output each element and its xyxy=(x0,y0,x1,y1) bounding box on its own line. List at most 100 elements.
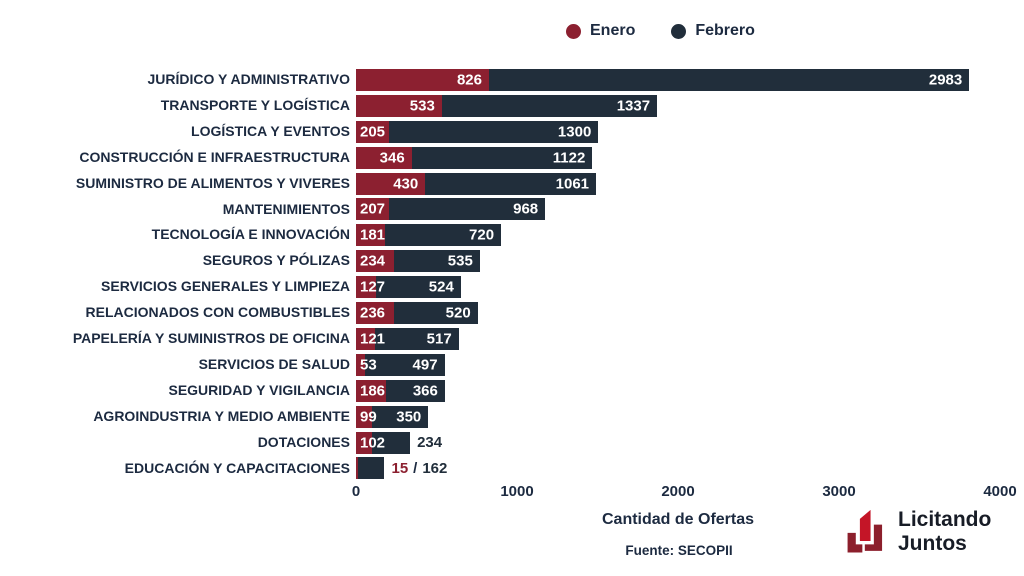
bar-segment-febrero: 497 xyxy=(364,353,445,376)
bar-row: SUMINISTRO DE ALIMENTOS Y VIVERES 430 1061 xyxy=(0,171,1024,197)
bar-value-febrero: 2983 xyxy=(928,71,963,89)
bar-value-febrero: 366 xyxy=(412,382,438,400)
bar-value-febrero: 524 xyxy=(428,278,454,296)
legend-dot-icon xyxy=(671,23,687,39)
bar: 127 524 xyxy=(356,276,461,299)
bar-segment-enero xyxy=(356,457,359,480)
bar-segment-febrero: 524 xyxy=(376,276,461,299)
bar: 533 1337 xyxy=(356,94,658,117)
bar-segment-febrero: 520 xyxy=(393,302,478,325)
bar-value-febrero: 162 xyxy=(422,459,448,477)
bar-segment-enero: 53 xyxy=(356,353,377,376)
category-label: SEGUROS Y PÓLIZAS xyxy=(202,252,350,269)
bar: 102 234 xyxy=(356,431,442,454)
category-label: RELACIONADOS CON COMBUSTIBLES xyxy=(85,304,350,321)
bar-value-febrero: 535 xyxy=(447,252,473,270)
bar-value-febrero: 517 xyxy=(426,330,452,348)
bar-value-febrero: 1300 xyxy=(557,123,592,141)
bar-value-enero: 127 xyxy=(360,278,386,296)
x-tick: 0 xyxy=(351,483,361,500)
category-label: CONSTRUCCIÓN E INFRAESTRUCTURA xyxy=(79,148,350,165)
bar-segment-enero: 99 xyxy=(356,405,377,428)
bar-value-enero: 102 xyxy=(360,434,386,452)
brand-name-line1: Licitando xyxy=(898,508,992,532)
x-tick: 2000 xyxy=(661,483,695,500)
bar-value-enero: 99 xyxy=(360,408,377,426)
bar-values-outside: 234 xyxy=(417,432,442,454)
bar-value-febrero: 234 xyxy=(417,434,443,452)
bar-row: TECNOLOGÍA E INNOVACIÓN 181 720 xyxy=(0,222,1024,248)
bar-value-febrero: 1061 xyxy=(555,175,590,193)
bar-segment-febrero: 535 xyxy=(393,250,480,273)
bar-segment-enero: 236 xyxy=(356,302,394,325)
brand-logo: Licitando Juntos xyxy=(841,501,991,563)
category-label: JURÍDICO Y ADMINISTRATIVO xyxy=(147,71,350,87)
bar: 234 535 xyxy=(356,250,480,273)
bar-segment-febrero: 517 xyxy=(375,327,459,350)
source-note: Fuente: SECOPII xyxy=(625,543,733,558)
bar-segment-febrero xyxy=(358,457,385,480)
bar-segment-enero: 346 xyxy=(356,146,412,169)
legend-item-febrero: Febrero xyxy=(671,22,755,40)
category-label: SERVICIOS DE SALUD xyxy=(198,355,350,372)
bar-segment-febrero: 720 xyxy=(385,224,502,247)
bar: 430 1061 xyxy=(356,172,597,195)
category-label: PAPELERÍA Y SUMINISTROS DE OFICINA xyxy=(72,330,350,346)
bar: 346 1122 xyxy=(356,146,593,169)
bar: 99 350 xyxy=(356,405,429,428)
x-tick: 4000 xyxy=(983,483,1017,500)
bar-segment-febrero: 1300 xyxy=(389,120,599,143)
bar-value-enero: 430 xyxy=(393,175,419,193)
bar-row: EDUCACIÓN Y CAPACITACIONES 15/162 xyxy=(0,456,1024,482)
bar-segment-febrero: 1337 xyxy=(441,94,658,117)
bar-row: PAPELERÍA Y SUMINISTROS DE OFICINA 121 517 xyxy=(0,326,1024,352)
category-label: MANTENIMIENTOS xyxy=(222,200,350,217)
bar-row: JURÍDICO Y ADMINISTRATIVO 826 2983 xyxy=(0,67,1024,93)
bar-value-febrero: 968 xyxy=(513,200,539,218)
bar-segment-enero: 186 xyxy=(356,379,386,402)
legend-item-enero: Enero xyxy=(566,22,635,40)
category-label: TRANSPORTE Y LOGÍSTICA xyxy=(160,96,350,113)
bar-value-enero: 15 xyxy=(391,459,409,477)
bar: 53 497 xyxy=(356,353,445,376)
bar-row: DOTACIONES 102 234 xyxy=(0,430,1024,456)
category-label: LOGÍSTICA Y EVENTOS xyxy=(191,122,350,139)
bar: 205 1300 xyxy=(356,120,599,143)
bar-value-enero: 346 xyxy=(379,149,405,167)
bar-segment-febrero: 1122 xyxy=(411,146,593,169)
bar-value-enero: 53 xyxy=(360,356,377,374)
bar-segment-enero: 102 xyxy=(356,431,385,454)
bar: 236 520 xyxy=(356,302,478,325)
legend-label: Enero xyxy=(590,22,636,39)
bar-value-enero: 826 xyxy=(456,71,482,89)
brand-name: Licitando Juntos xyxy=(898,508,991,555)
bar: 121 517 xyxy=(356,327,459,350)
bar-row: TRANSPORTE Y LOGÍSTICA 533 1337 xyxy=(0,93,1024,119)
bar-value-enero: 234 xyxy=(360,252,386,270)
category-label: EDUCACIÓN Y CAPACITACIONES xyxy=(124,459,350,476)
bar-segment-enero: 181 xyxy=(356,224,386,247)
bar-row: LOGÍSTICA Y EVENTOS 205 1300 xyxy=(0,119,1024,145)
bar-segment-enero: 207 xyxy=(356,198,390,221)
bar: 826 2983 xyxy=(356,68,970,91)
bar-row: CONSTRUCCIÓN E INFRAESTRUCTURA 346 1122 xyxy=(0,145,1024,171)
bar-value-febrero: 350 xyxy=(396,408,422,426)
bar-value-enero: 236 xyxy=(360,304,386,322)
bar-segment-enero: 205 xyxy=(356,120,389,143)
bar-value-enero: 205 xyxy=(360,123,386,141)
x-tick: 3000 xyxy=(822,483,856,500)
bar-segment-enero: 826 xyxy=(356,68,489,91)
bar: 181 720 xyxy=(356,224,502,247)
bar-row: SERVICIOS DE SALUD 53 497 xyxy=(0,352,1024,378)
legend: Enero Febrero xyxy=(566,22,755,40)
bar-row: SEGUROS Y PÓLIZAS 234 535 xyxy=(0,248,1024,274)
logo-mark-icon xyxy=(847,509,883,553)
category-label: AGROINDUSTRIA Y MEDIO AMBIENTE xyxy=(93,407,350,424)
bar-value-febrero: 720 xyxy=(469,226,495,244)
bar-value-enero: 207 xyxy=(360,200,386,218)
bar-segment-enero: 430 xyxy=(356,172,426,195)
bar-value-febrero: 1122 xyxy=(552,149,586,167)
bar-segment-febrero xyxy=(372,431,411,454)
bar-row: SERVICIOS GENERALES Y LIMPIEZA 127 524 xyxy=(0,274,1024,300)
